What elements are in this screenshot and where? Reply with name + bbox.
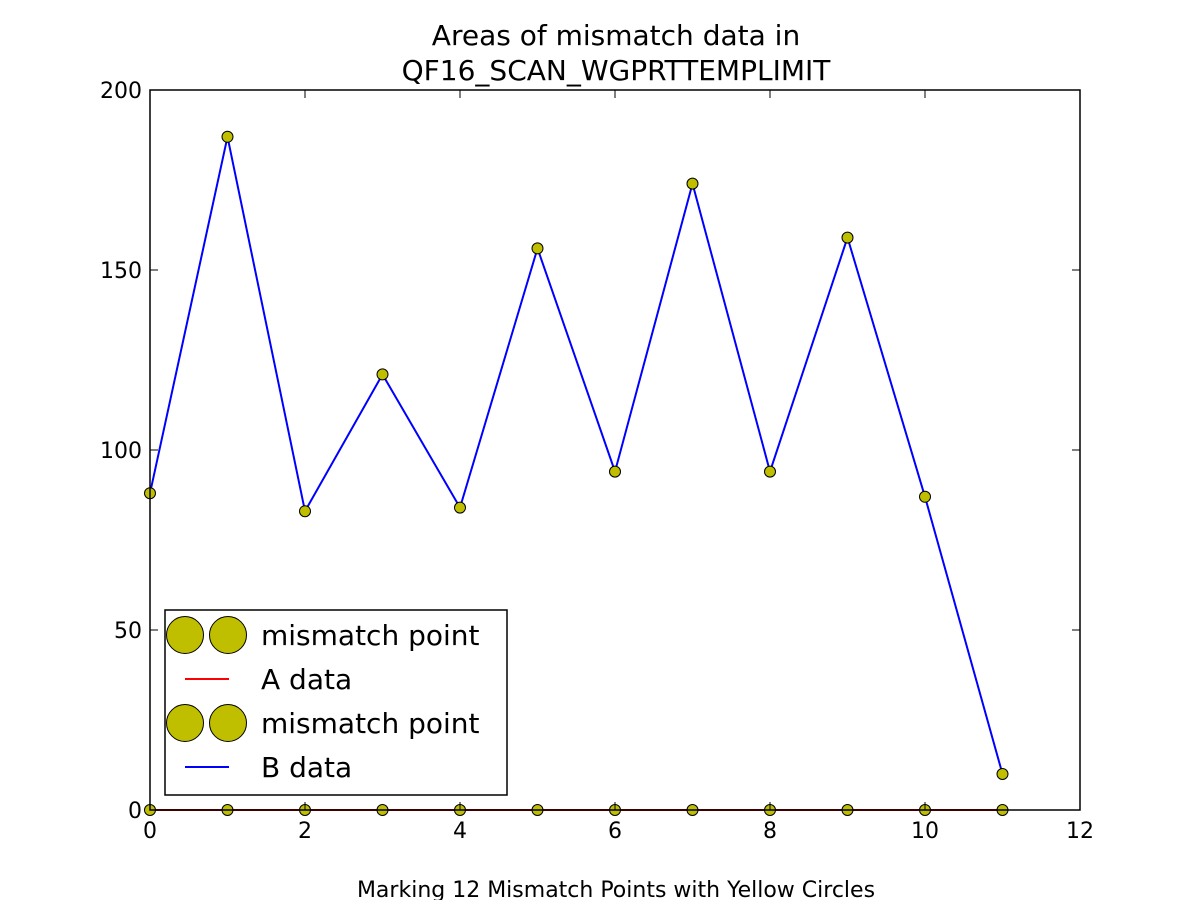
legend-label: A data <box>261 663 352 696</box>
legend-label: B data <box>261 751 352 784</box>
mismatch-point-marker <box>376 368 389 381</box>
y-tick-label: 200 <box>100 79 142 104</box>
mismatch-point-marker <box>764 465 776 478</box>
axis-ticks: 0 2 4 6 8 10 12 0 50 100 150 200 <box>100 79 1094 844</box>
x-tick-label: 10 <box>911 819 939 844</box>
mismatch-point-marker <box>454 501 466 514</box>
mismatch-point-marker <box>531 242 544 255</box>
legend: mismatch point A data mismatch point B data <box>164 609 508 796</box>
y-tick-label: 50 <box>114 619 142 644</box>
legend-marker-swatch <box>166 704 204 742</box>
legend-marker-swatch <box>166 616 204 654</box>
mismatch-point-marker <box>841 231 854 244</box>
mismatch-point-marker <box>996 768 1009 780</box>
y-tick-label: 150 <box>100 259 142 284</box>
x-tick-label: 0 <box>143 819 157 844</box>
x-tick-label: 6 <box>608 819 622 844</box>
legend-marker-swatch <box>209 616 247 654</box>
mismatch-point-marker <box>221 130 234 143</box>
x-tick-label: 2 <box>298 819 312 844</box>
y-tick-label: 0 <box>128 799 142 824</box>
series-line-b-data <box>149 136 1004 775</box>
x-tick-label: 4 <box>453 819 467 844</box>
legend-label: mismatch point <box>261 707 480 740</box>
x-tick-label: 8 <box>763 819 777 844</box>
y-tick-label: 100 <box>100 439 142 464</box>
x-tick-label: 12 <box>1066 819 1094 844</box>
mismatch-point-marker <box>919 490 931 503</box>
chart-title-line-1: Areas of mismatch data in <box>432 19 800 52</box>
mismatch-point-marker <box>686 177 699 190</box>
legend-marker-swatch <box>209 704 247 742</box>
legend-label: mismatch point <box>261 619 480 652</box>
mismatch-point-marker <box>299 505 311 518</box>
x-axis-label: Marking 12 Mismatch Points with Yellow C… <box>357 878 875 900</box>
legend-entries: mismatch point A data mismatch point B data <box>166 616 480 784</box>
mismatch-point-marker <box>609 465 621 478</box>
chart-title-line-2: QF16_SCAN_WGPRTTEMPLIMIT <box>402 54 832 87</box>
